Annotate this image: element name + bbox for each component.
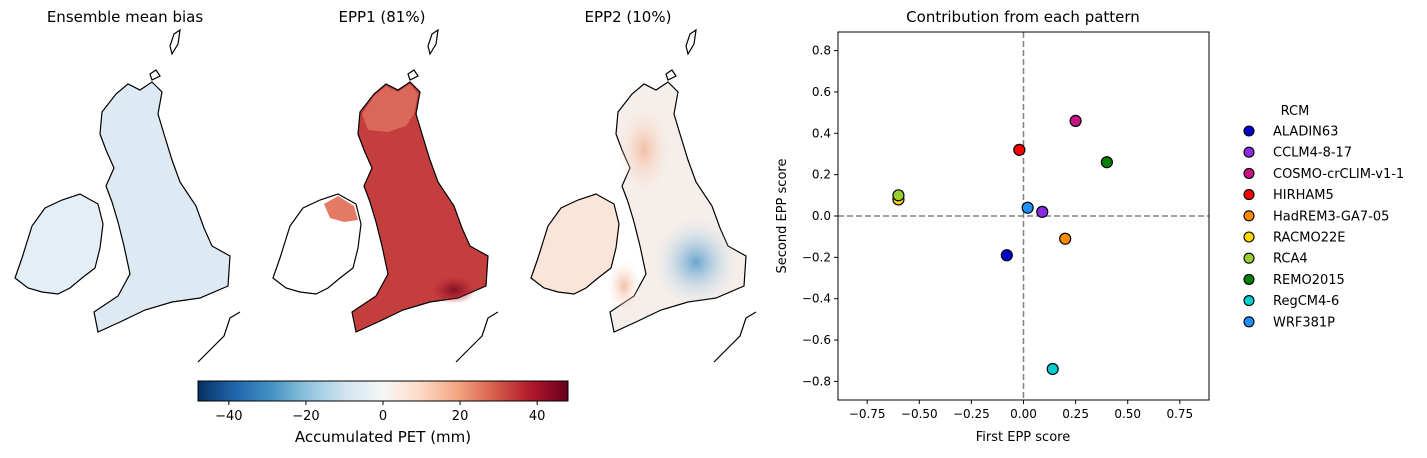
x-tick-label: 0.00 xyxy=(1010,407,1037,421)
point-regcm4-6 xyxy=(1046,362,1059,376)
point-wrf381p xyxy=(1021,201,1034,214)
x-tick-label: 0.25 xyxy=(1062,407,1089,421)
plot-frame xyxy=(837,31,1210,401)
x-tick-label: 0.50 xyxy=(1114,407,1141,421)
map-epp2 xyxy=(530,28,757,363)
point-rca4 xyxy=(892,189,905,202)
y-tick-label: −0.4 xyxy=(802,292,831,306)
map-title-epp1: EPP1 (81%) xyxy=(339,8,426,26)
legend-label: RCA4 xyxy=(1273,252,1308,267)
england-cool-epp2 xyxy=(654,218,738,306)
scatter-plot: Contribution from each pattern −0.75 −0.5… xyxy=(775,8,1210,445)
y-tick-label: −0.6 xyxy=(802,333,831,347)
map-epp1 xyxy=(272,28,499,363)
y-tick-label: 0.6 xyxy=(812,85,831,99)
point-cclm4-8-17 xyxy=(1036,205,1049,218)
legend-marker xyxy=(1243,167,1255,179)
legend-marker xyxy=(1243,295,1255,307)
legend-marker xyxy=(1243,210,1255,222)
colorbar-tick-label: 0 xyxy=(379,409,387,424)
france-coast-epp1 xyxy=(455,311,499,363)
legend-label: REMO2015 xyxy=(1273,273,1345,288)
london-hotspot-epp1 xyxy=(432,276,476,304)
scotland-warm-epp2 xyxy=(618,106,670,194)
orkney-epp1 xyxy=(407,69,419,81)
x-tick-label: 0.75 xyxy=(1166,407,1193,421)
ireland-epp2 xyxy=(530,193,620,295)
colorbar-label: Accumulated PET (mm) xyxy=(295,428,471,446)
legend-label: ALADIN63 xyxy=(1273,125,1338,140)
legend-label: RACMO22E xyxy=(1273,231,1345,246)
point-remo2015 xyxy=(1100,156,1113,169)
france-coast-bias xyxy=(197,311,241,363)
legend-label: COSMO-crCLIM-v1-1 xyxy=(1273,167,1404,182)
legend-marker xyxy=(1243,231,1255,243)
legend-marker xyxy=(1243,189,1255,201)
point-hirham5 xyxy=(1013,143,1026,156)
x-axis-label: First EPP score xyxy=(976,430,1070,445)
y-tick-label: −0.8 xyxy=(802,374,831,388)
legend-title: RCM xyxy=(1281,104,1310,119)
y-tick-label: −0.2 xyxy=(802,250,831,264)
legend-label: WRF381P xyxy=(1273,315,1335,330)
colorbar-tick-label: 40 xyxy=(529,409,546,424)
colorbar-tick-label: 20 xyxy=(452,409,469,424)
ireland-bias xyxy=(14,193,104,295)
legend-label: HIRHAM5 xyxy=(1273,188,1334,203)
northern-ireland-epp1 xyxy=(324,196,358,222)
legend-marker xyxy=(1243,252,1255,264)
map-title-epp2: EPP2 (10%) xyxy=(585,8,672,26)
orkney-epp2 xyxy=(665,69,677,81)
map-title-bias: Ensemble mean bias xyxy=(47,8,204,26)
legend-marker xyxy=(1243,316,1255,328)
legend-label: HadREM3-GA7-05 xyxy=(1273,209,1389,224)
map-bias xyxy=(14,28,241,363)
legend-marker xyxy=(1243,146,1255,158)
legend: RCM ALADIN63 CCLM4-8-17 COSMO-crCLIM-v1-1 H… xyxy=(1243,104,1404,330)
point-cosmo-crclim-v1-1 xyxy=(1069,114,1082,127)
colorbar: −40 −20 0 20 40 Accumulated PET (mm) xyxy=(197,380,569,446)
shetland-epp2 xyxy=(685,28,697,56)
legend-label: RegCM4-6 xyxy=(1273,294,1339,309)
colorbar-tick-label: −20 xyxy=(292,409,319,424)
colorbar-tick-label: −40 xyxy=(215,409,242,424)
shetland-bias xyxy=(169,28,181,56)
scatter-title: Contribution from each pattern xyxy=(906,8,1140,26)
point-hadrem3-ga7-05 xyxy=(1059,232,1072,245)
scotland-north-epp1 xyxy=(362,84,418,132)
france-coast-epp2 xyxy=(713,311,757,363)
legend-marker xyxy=(1243,273,1255,285)
shetland-epp1 xyxy=(427,28,439,56)
x-tick-label: −0.75 xyxy=(849,407,886,421)
y-tick-label: 0.4 xyxy=(812,126,831,140)
point-aladin63 xyxy=(1000,249,1013,262)
britain-bias xyxy=(93,81,231,333)
y-tick-label: 0.0 xyxy=(812,209,831,223)
x-tick-label: −0.25 xyxy=(953,407,990,421)
wales-warm-epp2 xyxy=(608,260,640,312)
y-tick-label: 0.2 xyxy=(812,168,831,182)
y-axis-label: Second EPP score xyxy=(775,159,790,274)
x-tick-label: −0.50 xyxy=(901,407,938,421)
orkney-bias xyxy=(149,69,161,81)
colorbar-gradient xyxy=(197,380,569,402)
legend-marker xyxy=(1243,125,1255,137)
legend-label: CCLM4-8-17 xyxy=(1273,146,1352,161)
y-tick-label: 0.8 xyxy=(812,44,831,58)
